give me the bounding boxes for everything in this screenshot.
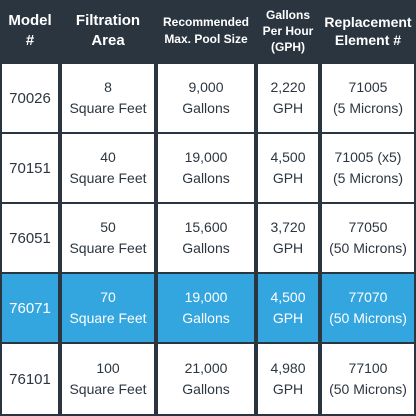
pool-size-value: 15,600 [184, 219, 228, 235]
area-unit: Square Feet [69, 381, 147, 397]
header-replacement-element: Replacement Element # [322, 0, 414, 62]
pool-size-value: 21,000 [184, 360, 228, 376]
gph-value: 4,500 [270, 289, 306, 305]
element-value: 71005 (x5) [334, 149, 402, 165]
model-value: 76051 [9, 229, 51, 247]
area-cell: 50 Square Feet [62, 204, 154, 272]
table-header: Model # Filtration Area Recommended Max.… [0, 0, 416, 62]
element-value: 77100 [348, 360, 388, 376]
model-cell: 76071 [2, 274, 58, 342]
element-cell: 71005 (5 Microns) [322, 64, 414, 132]
header-filtration-area: Filtration Area [62, 0, 154, 62]
table-row: 76051 50 Square Feet 15,600 Gallons 3,720 G… [0, 204, 416, 272]
model-value: 76071 [9, 299, 51, 317]
header-filtration-line1: Filtration [75, 12, 141, 29]
header-model-line1: Model [8, 12, 52, 29]
element-value: 77070 [348, 289, 388, 305]
pool-size-unit: Gallons [182, 170, 230, 186]
header-recommended-line2: Max. Pool Size [164, 32, 248, 46]
header-model-line2: # [25, 32, 35, 49]
area-cell: 8 Square Feet [62, 64, 154, 132]
model-value: 70151 [9, 159, 51, 177]
gph-cell: 4,980 GPH [258, 344, 318, 414]
pool-size-value: 19,000 [184, 149, 228, 165]
table-row-highlighted: 76071 70 Square Feet 19,000 Gallons 4,500 G… [0, 274, 416, 342]
model-cell: 76051 [2, 204, 58, 272]
header-gph-line1: Gallons [265, 8, 310, 22]
model-cell: 70026 [2, 64, 58, 132]
element-value: 77050 [348, 219, 388, 235]
area-unit: Square Feet [69, 310, 147, 326]
element-value: 71005 [348, 79, 388, 95]
area-cell: 40 Square Feet [62, 134, 154, 202]
model-value: 70026 [9, 89, 51, 107]
area-value: 8 [104, 79, 112, 95]
pool-size-unit: Gallons [182, 310, 230, 326]
gph-unit: GPH [272, 310, 304, 326]
area-value: 50 [100, 219, 116, 235]
header-model: Model # [2, 0, 58, 62]
table-row: 76101 100 Square Feet 21,000 Gallons 4,980… [0, 344, 416, 414]
header-recommended-line1: Recommended [162, 15, 250, 29]
gph-value: 4,980 [270, 360, 306, 376]
header-recommended-pool-size: Recommended Max. Pool Size [158, 0, 254, 62]
gph-cell: 4,500 GPH [258, 134, 318, 202]
element-cell: 77100 (50 Microns) [322, 344, 414, 414]
pool-size-cell: 9,000 Gallons [158, 64, 254, 132]
gph-value: 3,720 [270, 219, 306, 235]
area-cell: 70 Square Feet [62, 274, 154, 342]
gph-unit: GPH [272, 381, 304, 397]
element-cell: 77070 (50 Microns) [322, 274, 414, 342]
gph-unit: GPH [272, 240, 304, 256]
header-gph: Gallons Per Hour (GPH) [258, 0, 318, 62]
pool-size-unit: Gallons [182, 240, 230, 256]
pool-size-cell: 19,000 Gallons [158, 274, 254, 342]
pool-size-cell: 21,000 Gallons [158, 344, 254, 414]
table-row: 70026 8 Square Feet 9,000 Gallons 2,220 GPH… [0, 64, 416, 132]
pool-size-cell: 19,000 Gallons [158, 134, 254, 202]
gph-unit: GPH [272, 170, 304, 186]
element-microns: (50 Microns) [329, 240, 407, 256]
pool-size-unit: Gallons [182, 100, 230, 116]
pool-size-unit: Gallons [182, 381, 230, 397]
header-replacement-line2: Element # [334, 32, 402, 48]
element-microns: (5 Microns) [332, 170, 403, 186]
model-cell: 70151 [2, 134, 58, 202]
element-microns: (50 Microns) [329, 310, 407, 326]
header-gph-line3: (GPH) [271, 40, 305, 54]
pool-size-cell: 15,600 Gallons [158, 204, 254, 272]
table-row: 70151 40 Square Feet 19,000 Gallons 4,500 G… [0, 134, 416, 202]
element-microns: (5 Microns) [332, 100, 403, 116]
area-value: 40 [100, 149, 116, 165]
area-value: 100 [96, 360, 120, 376]
element-microns: (50 Microns) [329, 381, 407, 397]
element-cell: 77050 (50 Microns) [322, 204, 414, 272]
model-value: 76101 [9, 370, 51, 388]
area-cell: 100 Square Feet [62, 344, 154, 414]
pool-size-value: 19,000 [184, 289, 228, 305]
area-unit: Square Feet [69, 100, 147, 116]
gph-unit: GPH [272, 100, 304, 116]
gph-cell: 4,500 GPH [258, 274, 318, 342]
header-replacement-line1: Replacement [324, 14, 412, 30]
model-cell: 76101 [2, 344, 58, 414]
gph-value: 2,220 [270, 79, 306, 95]
header-filtration-line2: Area [91, 32, 125, 49]
pool-size-value: 9,000 [188, 79, 224, 95]
area-value: 70 [100, 289, 116, 305]
element-cell: 71005 (x5) (5 Microns) [322, 134, 414, 202]
gph-cell: 2,220 GPH [258, 64, 318, 132]
area-unit: Square Feet [69, 170, 147, 186]
area-unit: Square Feet [69, 240, 147, 256]
gph-value: 4,500 [270, 149, 306, 165]
gph-cell: 3,720 GPH [258, 204, 318, 272]
header-gph-line2: Per Hour [262, 24, 314, 38]
